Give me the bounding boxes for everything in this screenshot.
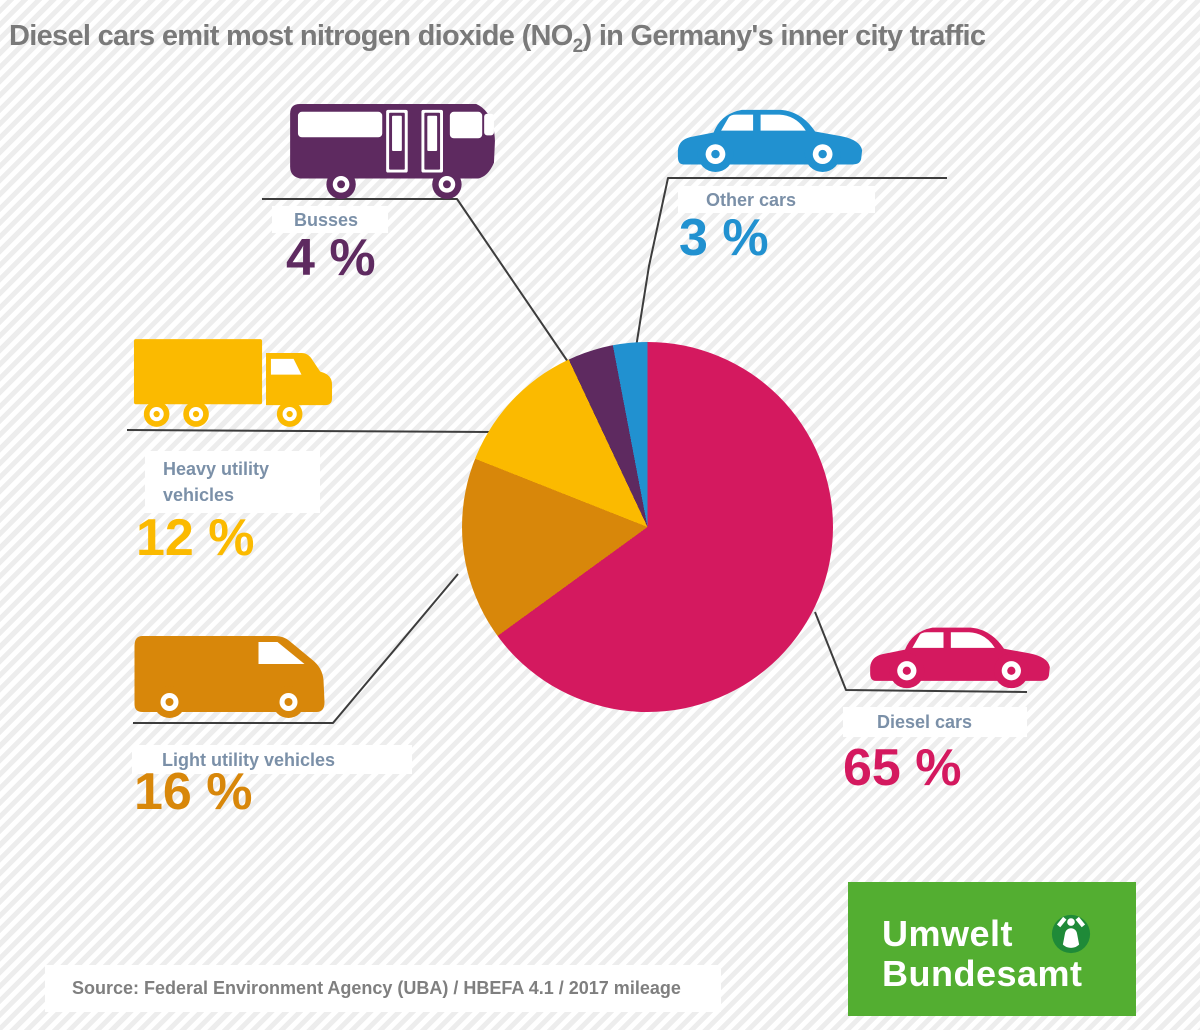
heavy-utility-percent: 12 % (136, 509, 255, 567)
source-box: Source: Federal Environment Agency (UBA)… (45, 965, 721, 1012)
title-subscript: 2 (572, 35, 584, 57)
uba-logo: Umwelt Bundesamt (848, 882, 1136, 1016)
light-utility-percent: 16 % (134, 763, 253, 821)
pie-chart (462, 342, 833, 712)
logo-line-1: Umwelt (882, 913, 1014, 954)
diesel-cars-label: Diesel cars (877, 712, 973, 732)
other-cars-leader-line (633, 177, 947, 361)
page-title: Diesel cars emit most nitrogen dioxide (… (9, 20, 987, 58)
diesel-cars-percent: 65 % (843, 739, 962, 797)
heavy-utility-label-box: Heavy utility vehicles (145, 451, 320, 513)
light-utility-leader-line (133, 573, 459, 724)
heavy-utility-leader-line (126, 429, 493, 433)
other-cars-label-box: Other cars (678, 186, 875, 213)
uba-person-in-circle-icon (1051, 914, 1091, 954)
car-icon (677, 109, 863, 172)
busses-leader-line (262, 198, 582, 382)
title-text-end: ) in Germany's inner city traffic (582, 20, 987, 52)
heavy-utility-label: Heavy utility vehicles (163, 459, 270, 505)
bus-icon (290, 103, 495, 200)
truck-icon (133, 339, 333, 427)
van-icon (134, 636, 325, 718)
light-utility-label-box: Light utility vehicles (132, 745, 412, 774)
title-text-start: Diesel cars emit most nitrogen dioxide (… (9, 20, 573, 52)
diesel-cars-label-box: Diesel cars (843, 707, 1027, 737)
busses-percent: 4 % (286, 229, 376, 287)
source-text: Source: Federal Environment Agency (UBA)… (72, 978, 681, 998)
other-cars-percent: 3 % (679, 209, 769, 267)
busses-label-box: Busses (272, 206, 388, 233)
logo-line-2: Bundesamt (882, 953, 1083, 994)
other-cars-label: Other cars (706, 189, 797, 210)
diesel-cars-leader-line (814, 611, 1028, 693)
busses-label: Busses (294, 209, 359, 230)
car-icon (870, 627, 1050, 689)
light-utility-label: Light utility vehicles (162, 749, 336, 770)
